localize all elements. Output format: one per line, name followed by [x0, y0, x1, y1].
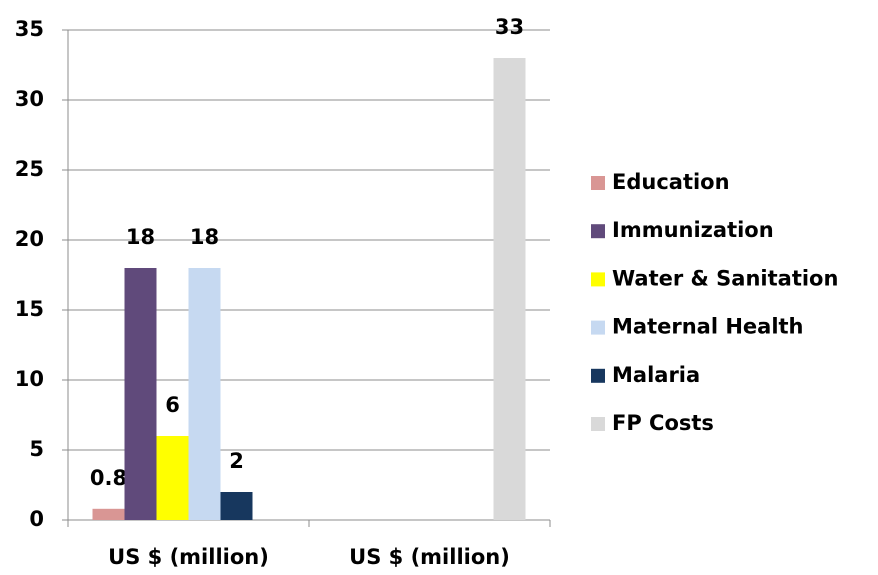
data-label: 18 [190, 225, 219, 249]
data-label: 33 [495, 15, 524, 39]
legend-label: Education [612, 170, 730, 194]
legend-label: Water & Sanitation [612, 266, 838, 290]
bar [188, 268, 221, 520]
y-tick-label: 30 [15, 87, 44, 111]
bar [124, 268, 157, 520]
legend-label: Malaria [612, 363, 700, 387]
legend-swatch [591, 272, 605, 287]
y-tick-label: 20 [15, 227, 44, 251]
bar [156, 436, 189, 520]
y-tick-label: 15 [15, 297, 44, 321]
legend-swatch [591, 368, 605, 383]
bar [92, 508, 125, 520]
bar [493, 58, 526, 520]
legend-label: Immunization [612, 218, 774, 242]
data-label: 6 [165, 393, 180, 417]
legend-swatch [591, 224, 605, 239]
legend-swatch [591, 176, 605, 190]
y-tick-label: 25 [15, 157, 44, 181]
y-tick-label: 10 [15, 367, 44, 391]
legend-label: Maternal Health [612, 315, 804, 339]
data-label: 0.8 [90, 466, 127, 490]
x-tick-label: US $ (million) [349, 545, 510, 569]
bar [220, 492, 253, 520]
legend-label: FP Costs [612, 411, 714, 435]
data-label: 2 [229, 449, 244, 473]
x-tick-label: US $ (million) [108, 545, 269, 569]
data-label: 18 [126, 225, 155, 249]
legend-swatch [591, 417, 605, 431]
y-tick-label: 0 [29, 507, 44, 531]
y-tick-label: 35 [15, 17, 44, 41]
legend-swatch [591, 320, 605, 335]
y-tick-label: 5 [29, 437, 44, 461]
